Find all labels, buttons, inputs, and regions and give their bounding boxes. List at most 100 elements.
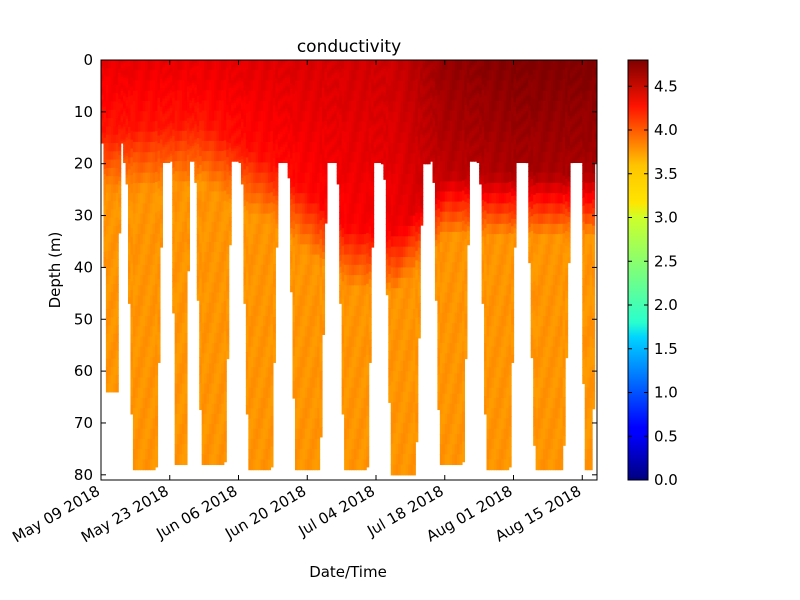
heatmap-cell [253,111,257,123]
heatmap-cell [169,62,173,66]
heatmap-cell [331,62,335,66]
heatmap-cell [383,113,387,118]
heatmap-cell [101,103,105,107]
heatmap-cell [236,115,240,119]
heatmap-cell [204,181,208,193]
heatmap-cell [353,295,357,307]
heatmap-cell [140,449,144,460]
heatmap-cell [177,363,181,375]
heatmap-cell [184,120,188,132]
heatmap-cell [123,111,127,115]
heatmap-cell [125,109,129,114]
heatmap-cell [243,114,247,122]
heatmap-cell [103,158,107,165]
heatmap-cell [356,162,360,174]
heatmap-cell [218,343,222,354]
heatmap-cell [344,316,348,327]
heatmap-cell [189,113,193,117]
heatmap-cell [179,70,183,81]
heatmap-cell [118,107,122,113]
heatmap-cell [366,110,370,122]
heatmap-cell [339,224,343,231]
heatmap-cell [346,316,350,327]
heatmap-cell [132,152,136,164]
heatmap-cell [331,100,335,105]
heatmap-cell [326,157,330,161]
heatmap-cell [150,316,154,327]
heatmap-cell [105,275,109,285]
heatmap-cell [361,172,365,184]
heatmap-cell [395,329,399,341]
heatmap-cell [346,408,350,420]
heatmap-cell [309,213,313,225]
heatmap-cell [245,343,249,353]
heatmap-cell [223,70,227,81]
heatmap-cell [221,413,225,425]
heatmap-cell [169,65,173,69]
heatmap-cell [361,428,365,440]
heatmap-cell [319,116,323,127]
heatmap-cell [403,101,407,113]
heatmap-cell [115,84,119,94]
heatmap-cell [304,438,308,450]
heatmap-cell [334,85,338,89]
heatmap-cell [324,129,328,134]
heatmap-cell [159,200,163,206]
heatmap-cell [209,393,213,405]
heatmap-cell [184,80,188,91]
heatmap-cell [236,133,240,137]
heatmap-cell [272,256,276,265]
heatmap-cell [137,356,141,368]
heatmap-cell [292,144,296,154]
heatmap-cell [179,333,183,344]
heatmap-cell [373,141,377,146]
heatmap-cell [128,126,132,134]
heatmap-cell [191,72,195,76]
heatmap-cell [125,156,129,160]
heatmap-cell [378,83,382,87]
heatmap-cell [194,111,198,116]
heatmap-cell [368,271,372,280]
heatmap-cell [209,434,213,445]
heatmap-cell [240,165,245,169]
heatmap-cell [233,148,237,152]
heatmap-cell [179,171,183,182]
heatmap-cell [182,272,186,284]
heatmap-cell [361,152,365,164]
heatmap-cell [179,444,183,455]
heatmap-cell [159,167,163,173]
heatmap-cell [179,151,183,162]
heatmap-cell [218,322,222,334]
heatmap-cell [159,102,163,108]
heatmap-cell [351,438,355,450]
heatmap-cell [280,113,284,117]
heatmap-cell [221,343,225,354]
heatmap-cell [118,120,122,126]
heatmap-cell [344,408,348,420]
heatmap-cell [238,98,242,102]
heatmap-cell [312,295,316,307]
heatmap-cell [405,60,409,71]
heatmap-cell [209,252,213,263]
heatmap-cell [245,148,249,158]
heatmap-cell [169,133,173,137]
heatmap-cell [349,275,353,286]
heatmap-cell [287,112,291,117]
heatmap-cell [113,201,117,210]
heatmap-cell [110,134,114,144]
heatmap-cell [280,124,284,128]
heatmap-cell [123,124,127,128]
heatmap-cell [172,180,176,188]
heatmap-cell [172,230,176,238]
heatmap-cell [228,226,232,232]
heatmap-cell [324,186,328,191]
heatmap-cell [356,172,360,184]
heatmap-cell [366,100,370,112]
heatmap-cell [319,286,323,297]
heatmap-cell [363,141,367,153]
heatmap-cell [339,187,343,195]
heatmap-cell [115,201,119,210]
heatmap-cell [341,263,345,273]
heatmap-cell [336,165,340,169]
heatmap-cell [339,218,343,225]
